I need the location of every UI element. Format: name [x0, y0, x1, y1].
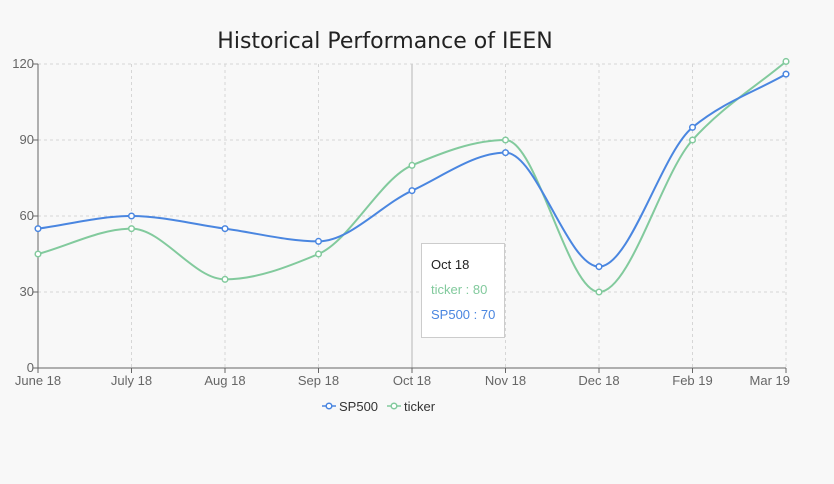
data-point-ticker[interactable]: [221, 275, 229, 283]
tooltip-entry-ticker: ticker : 80: [431, 282, 488, 297]
data-point-sp500[interactable]: [314, 237, 323, 245]
x-tick-label: Sep 18: [298, 373, 339, 388]
legend[interactable]: SP500 ticker: [322, 399, 436, 414]
data-point-ticker[interactable]: [314, 250, 323, 258]
legend-item-sp500[interactable]: SP500: [322, 399, 378, 414]
data-point-ticker[interactable]: [688, 136, 697, 144]
x-tick-label: Oct 18: [393, 373, 431, 388]
data-point-sp500[interactable]: [782, 70, 790, 78]
data-point-sp500[interactable]: [688, 123, 697, 131]
tooltip-entry-sp500: SP500 : 70: [431, 307, 496, 322]
y-tick-label: 90: [20, 132, 34, 147]
data-point-sp500[interactable]: [501, 149, 510, 157]
tooltip: Oct 18 ticker : 80 SP500 : 70: [421, 243, 505, 338]
legend-swatch-marker: [325, 402, 333, 410]
series: [34, 57, 790, 296]
legend-label: ticker: [404, 399, 436, 414]
data-point-ticker[interactable]: [127, 225, 136, 233]
data-point-ticker[interactable]: [595, 288, 603, 296]
legend-label: SP500: [339, 399, 378, 414]
x-tick-label: Feb 19: [672, 373, 712, 388]
series-line-sp500: [37, 73, 787, 268]
data-point-sp500[interactable]: [595, 263, 603, 271]
y-tick-label: 30: [20, 284, 34, 299]
x-tick-label: July 18: [111, 373, 152, 388]
y-tick-label: 120: [12, 56, 34, 71]
data-point-sp500[interactable]: [34, 225, 42, 233]
data-point-ticker[interactable]: [408, 161, 416, 169]
axes: 0 30 60 90 120 June 18 July 18 Aug 18 Sep 18 Oct …: [12, 56, 790, 388]
data-point-ticker[interactable]: [782, 57, 790, 66]
data-point-sp500[interactable]: [127, 212, 136, 220]
x-tick-label: Mar 19: [750, 373, 790, 388]
x-tick-label: June 18: [15, 373, 61, 388]
legend-swatch-marker: [390, 402, 398, 410]
data-point-sp500[interactable]: [221, 225, 229, 233]
y-tick-label: 60: [20, 208, 34, 223]
grid: [37, 63, 787, 368]
legend-item-ticker[interactable]: ticker: [387, 399, 436, 414]
x-tick-label: Aug 18: [204, 373, 245, 388]
y-tick-label: 0: [27, 360, 34, 375]
x-tick-label: Dec 18: [578, 373, 619, 388]
data-point-sp500[interactable]: [408, 187, 416, 195]
data-point-ticker[interactable]: [501, 136, 510, 144]
x-tick-label: Nov 18: [485, 373, 526, 388]
tooltip-label: Oct 18: [431, 257, 470, 272]
series-line-ticker: [37, 60, 787, 294]
chart-title: Historical Performance of IEEN: [217, 29, 552, 54]
data-point-ticker[interactable]: [34, 250, 42, 258]
